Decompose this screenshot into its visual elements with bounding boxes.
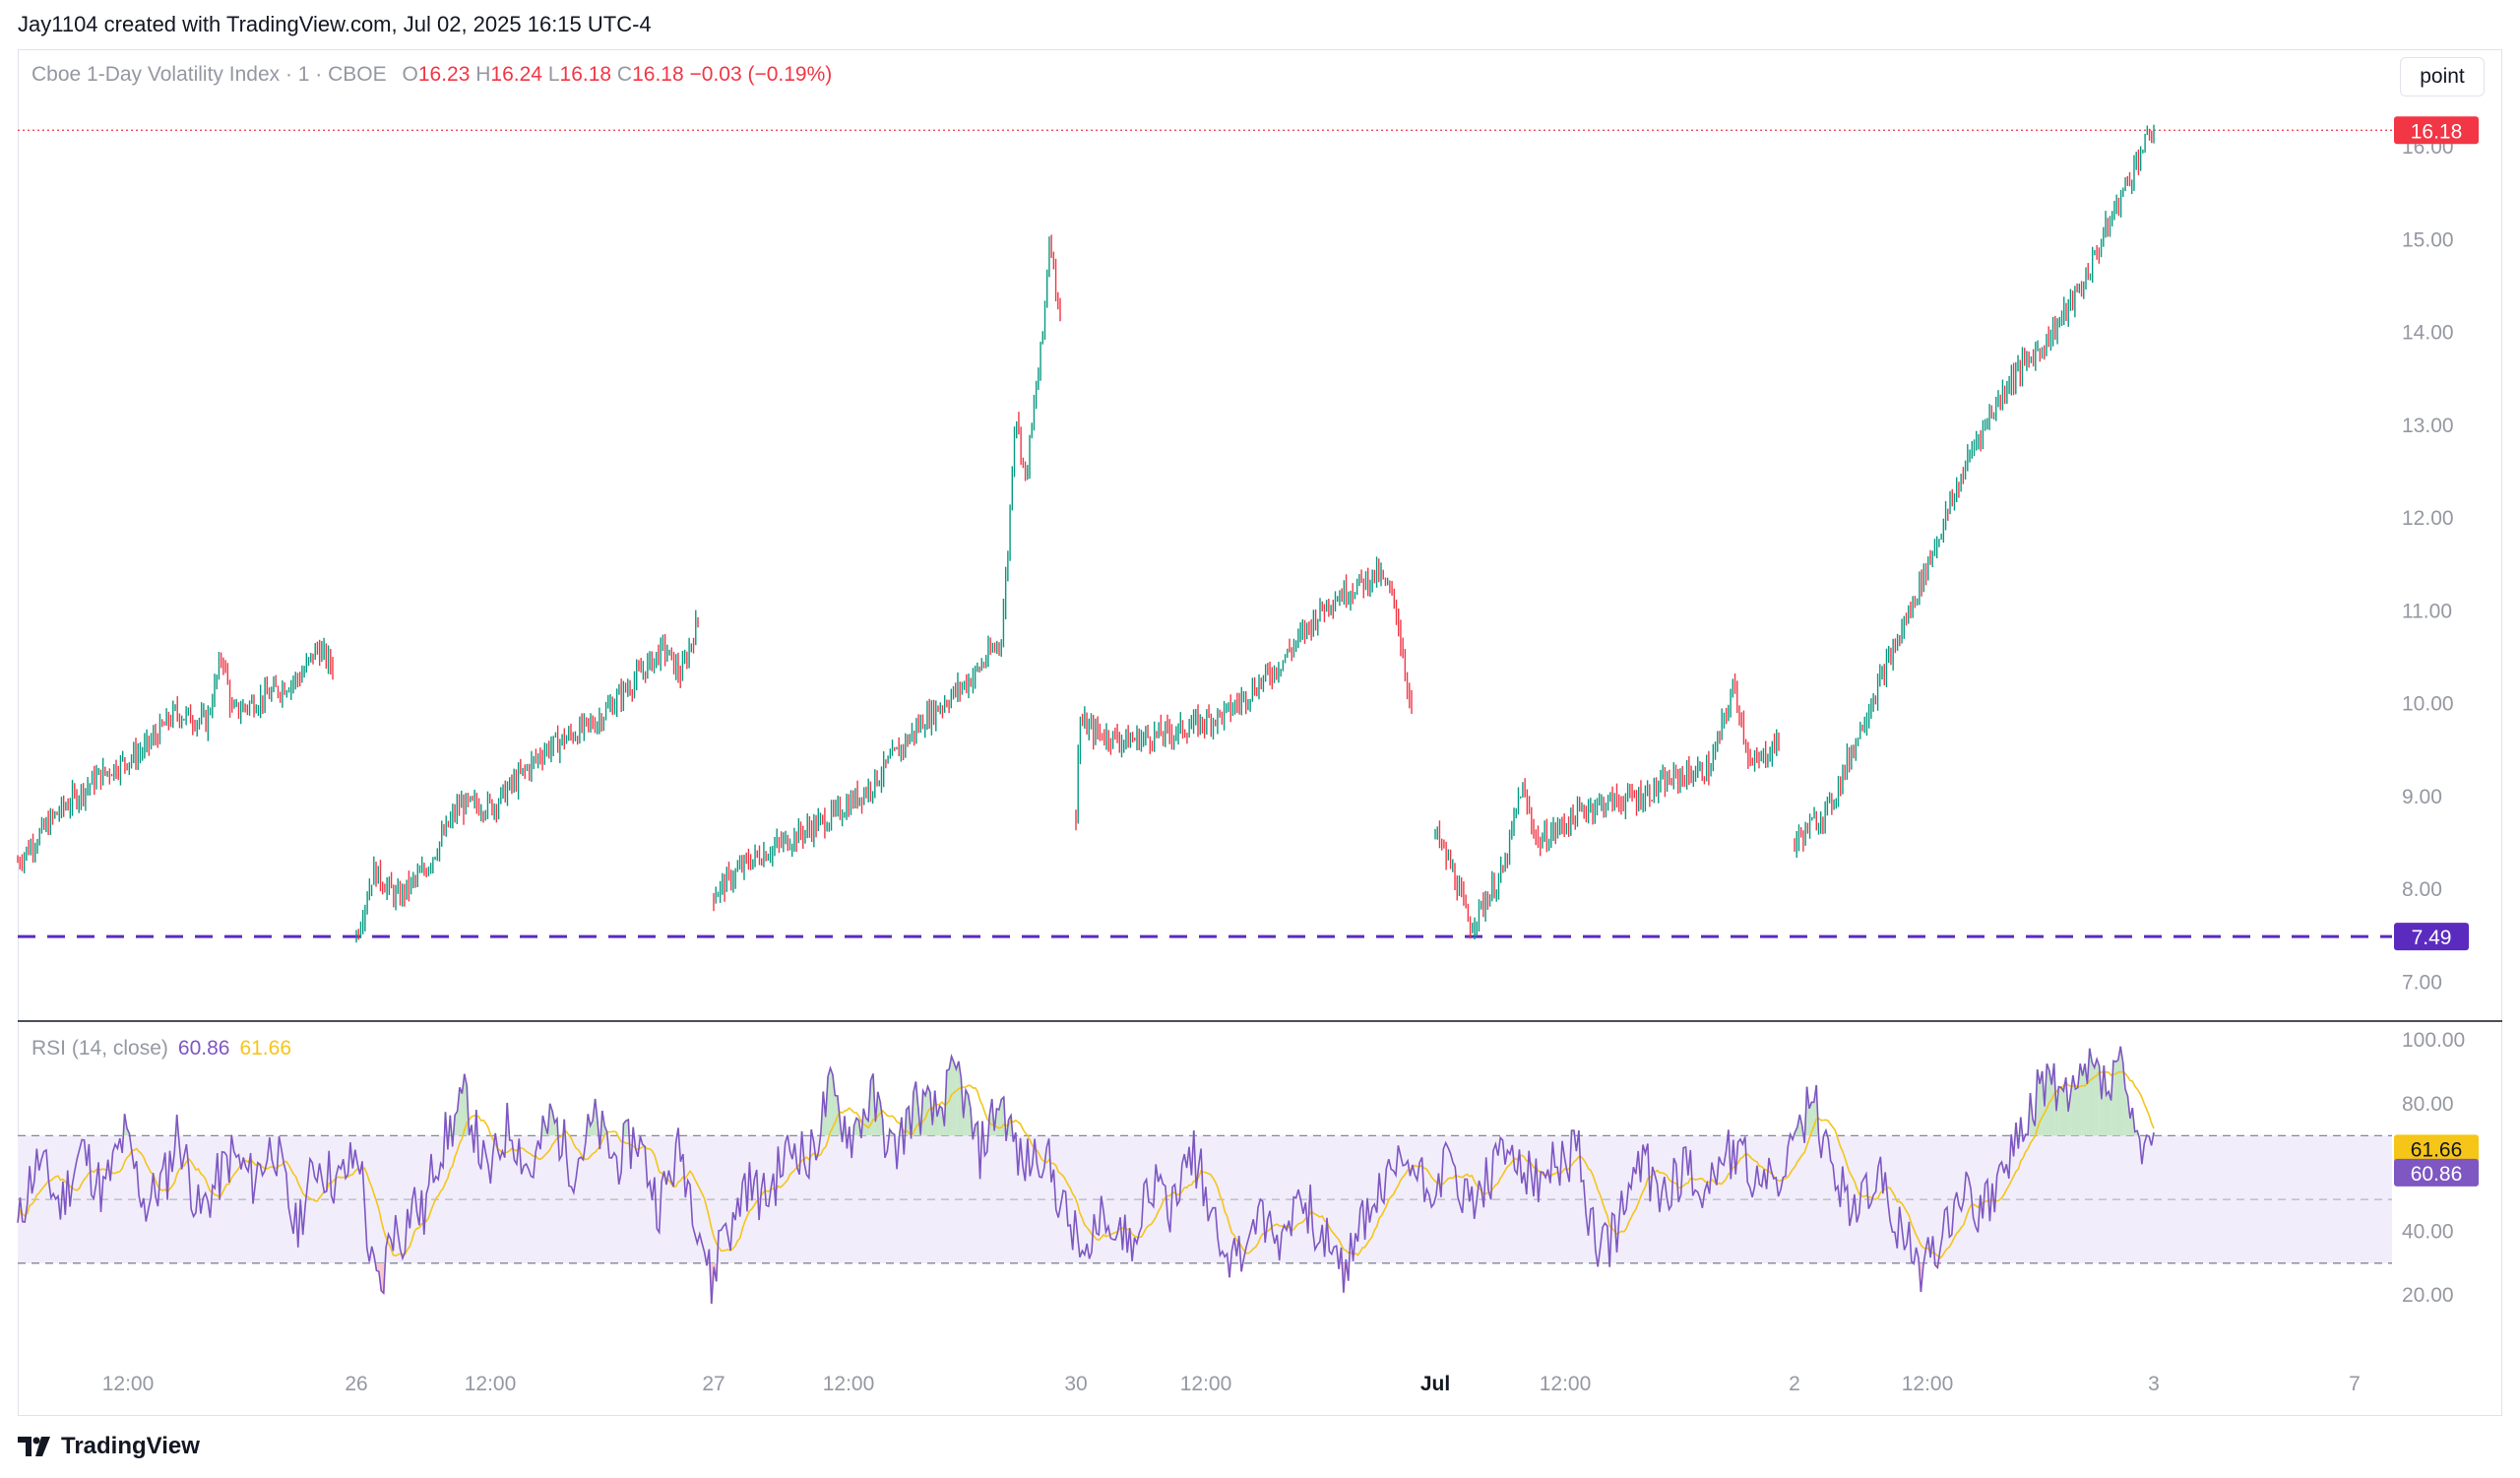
change-value: −0.03 (−0.19%) <box>689 63 833 86</box>
x-tick-label: 12:00 <box>1180 1373 1232 1395</box>
price-tick-label: 10.00 <box>2402 693 2454 716</box>
last-price-label: 16.18 <box>2411 120 2463 143</box>
tradingview-brand: TradingView <box>61 1433 200 1459</box>
chart-caption: Jay1104 created with TradingView.com, Ju… <box>18 12 652 36</box>
price-legend: Cboe 1-Day Volatility Index · 1 · CBOE O… <box>32 63 832 87</box>
high-label: H <box>475 63 491 86</box>
x-tick-label: 3 <box>2148 1373 2160 1395</box>
rsi-label: RSI (14, close) <box>32 1037 168 1060</box>
price-tick-label: 11.00 <box>2402 600 2452 622</box>
rsi-ma-line <box>17 1070 2155 1259</box>
rsi-line <box>17 1046 2155 1305</box>
symbol-label: Cboe 1-Day Volatility Index · 1 · CBOE <box>32 63 387 86</box>
tradingview-logo[interactable]: TradingView <box>18 1433 200 1460</box>
x-tick-label: 12:00 <box>1902 1373 1954 1395</box>
rsi-ma-box <box>2394 1134 2479 1163</box>
price-tick-label: 14.00 <box>2402 322 2454 345</box>
rsi-ma-value: 61.66 <box>239 1037 292 1060</box>
x-tick-label: 12:00 <box>102 1373 155 1395</box>
open-value: 16.23 <box>417 63 471 86</box>
rsi-value: 60.86 <box>177 1037 230 1060</box>
support-label-box <box>2394 923 2469 951</box>
price-tick-label: 15.00 <box>2402 228 2454 251</box>
tradingview-logo-icon <box>18 1437 50 1456</box>
support-label: 7.49 <box>2412 927 2452 949</box>
rsi-legend: RSI (14, close) 60.86 61.66 <box>32 1037 291 1060</box>
x-tick-label: 27 <box>702 1373 724 1395</box>
x-tick-label: 12:00 <box>823 1373 875 1395</box>
rsi-value-label: 60.86 <box>2411 1163 2463 1186</box>
x-tick-label: 7 <box>2349 1373 2361 1395</box>
low-label: L <box>547 63 560 86</box>
low-value: 16.18 <box>559 63 612 86</box>
x-tick-label: 30 <box>1064 1373 1087 1395</box>
chart-frame <box>18 49 2502 1416</box>
close-label: C <box>616 63 633 86</box>
rsi-tick-label: 100.00 <box>2402 1029 2465 1052</box>
price-tick-label: 9.00 <box>2402 786 2442 808</box>
rsi-ma-label: 61.66 <box>2411 1138 2463 1161</box>
x-tick-label: Jul <box>1420 1373 1450 1395</box>
price-tick-label: 13.00 <box>2402 415 2454 437</box>
high-value: 16.24 <box>490 63 542 86</box>
x-tick-label: 12:00 <box>465 1373 517 1395</box>
price-tick-label: 12.00 <box>2402 507 2454 530</box>
rsi-tick-label: 20.00 <box>2402 1284 2454 1307</box>
last-price-box <box>2394 116 2479 145</box>
x-tick-label: 26 <box>345 1373 367 1395</box>
point-button[interactable]: point <box>2400 57 2485 96</box>
x-tick-label: 2 <box>1789 1373 1800 1395</box>
price-tick-label: 7.00 <box>2402 971 2442 994</box>
close-value: 16.18 <box>632 63 684 86</box>
rsi-tick-label: 40.00 <box>2402 1220 2454 1243</box>
open-label: O <box>402 63 418 86</box>
rsi-tick-label: 80.00 <box>2402 1093 2454 1116</box>
price-tick-label: 8.00 <box>2402 878 2442 901</box>
x-tick-label: 12:00 <box>1540 1373 1592 1395</box>
rsi-value-box <box>2394 1158 2479 1187</box>
